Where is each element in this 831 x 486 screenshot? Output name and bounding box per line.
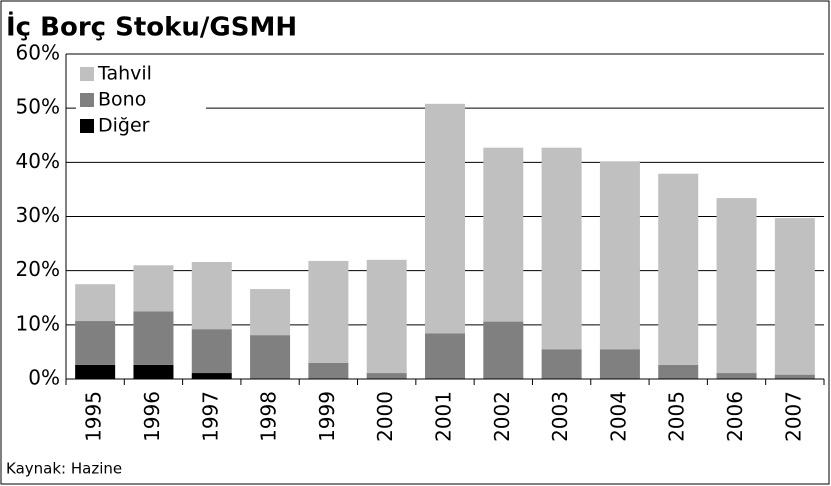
- bar-segment: [483, 147, 524, 322]
- bar-segment: [250, 289, 291, 336]
- y-tick-label: 20%: [16, 257, 60, 281]
- chart-title: İç Borç Stoku/GSMH: [6, 11, 297, 43]
- x-tick-label: 1997: [198, 391, 222, 442]
- legend-label: Diğer: [98, 115, 150, 137]
- x-tick-label: 2005: [665, 391, 689, 442]
- bar-segment: [716, 373, 757, 379]
- bar-segment: [599, 161, 640, 350]
- bar-segment: [774, 374, 815, 379]
- bar-segment: [425, 103, 465, 334]
- y-tick-label: 0%: [28, 366, 60, 390]
- bar-segment: [191, 373, 232, 379]
- y-tick-label: 30%: [16, 203, 60, 227]
- y-tick-label: 40%: [16, 149, 60, 173]
- x-tick-label: 2006: [723, 391, 747, 442]
- bar-segment: [425, 333, 465, 379]
- bar-segment: [308, 362, 349, 379]
- bar-segment: [366, 259, 407, 374]
- bar-segment: [75, 364, 116, 379]
- x-tick-label: 1995: [82, 391, 106, 442]
- bar-segment: [191, 329, 232, 374]
- bar-segment: [191, 262, 232, 330]
- x-tick-label: 1998: [257, 391, 281, 442]
- bar-segment: [658, 364, 699, 379]
- legend: Tahvil Bono Diğer: [76, 60, 206, 152]
- legend-box: [76, 60, 206, 152]
- legend-label: Bono: [98, 89, 146, 111]
- x-tick-label: 2002: [490, 391, 514, 442]
- legend-swatch: [80, 93, 94, 107]
- bar-segment: [716, 198, 757, 374]
- bar-segment: [250, 335, 291, 379]
- bar-segment: [483, 321, 524, 379]
- y-tick-label: 10%: [16, 311, 60, 335]
- legend-swatch: [80, 67, 94, 81]
- bar-segment: [541, 147, 582, 350]
- bar-segment: [308, 260, 349, 363]
- bar-segment: [599, 349, 640, 379]
- bar-segment: [75, 284, 116, 322]
- bar-segment: [133, 364, 174, 379]
- bar-segment: [75, 321, 116, 365]
- x-tick-label: 2001: [432, 391, 456, 442]
- source: Kaynak: Hazine: [6, 460, 122, 478]
- y-tick-label: 50%: [16, 95, 60, 119]
- x-tick-label: 2007: [781, 391, 805, 442]
- bar-segment: [541, 349, 582, 379]
- bar-segment: [133, 311, 174, 365]
- y-tick-label: 60%: [16, 41, 60, 65]
- bar-segment: [133, 265, 174, 312]
- x-tick-label: 1999: [315, 391, 339, 442]
- x-tick-label: 1996: [140, 391, 164, 442]
- bar-segment: [774, 218, 815, 375]
- x-tick-label: 2000: [373, 391, 397, 442]
- legend-swatch: [80, 119, 94, 133]
- bar-segment: [658, 173, 699, 365]
- bar-segment: [366, 373, 407, 379]
- x-tick-label: 2004: [606, 391, 630, 442]
- legend-label: Tahvil: [97, 63, 152, 85]
- x-tick-label: 2003: [548, 391, 572, 442]
